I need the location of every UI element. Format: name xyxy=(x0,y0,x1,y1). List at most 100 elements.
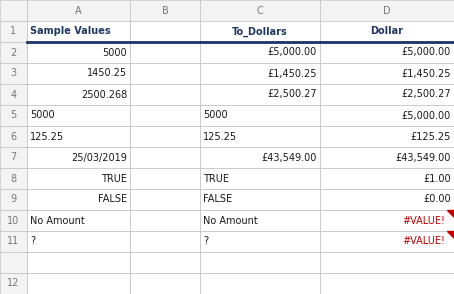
Bar xyxy=(320,63,454,84)
Bar xyxy=(200,42,320,63)
Text: TRUE: TRUE xyxy=(203,173,229,183)
Text: No Amount: No Amount xyxy=(30,216,85,225)
Bar xyxy=(0,0,27,21)
Bar xyxy=(0,147,27,168)
Text: £125.25: £125.25 xyxy=(410,131,451,141)
Text: £43,549.00: £43,549.00 xyxy=(262,153,317,163)
Text: £5,000.00: £5,000.00 xyxy=(402,111,451,121)
Text: FALSE: FALSE xyxy=(98,195,127,205)
Text: #VALUE!: #VALUE! xyxy=(402,236,445,246)
Text: No Amount: No Amount xyxy=(203,216,258,225)
Text: Dollar: Dollar xyxy=(370,26,404,36)
Bar xyxy=(320,231,454,252)
Text: 5000: 5000 xyxy=(30,111,54,121)
Bar xyxy=(130,105,200,126)
Text: 7: 7 xyxy=(10,153,17,163)
Bar xyxy=(320,147,454,168)
Bar xyxy=(200,147,320,168)
Text: C: C xyxy=(257,6,263,16)
Bar xyxy=(200,126,320,147)
Text: 5: 5 xyxy=(10,111,17,121)
Bar xyxy=(130,21,200,42)
Text: 12: 12 xyxy=(7,278,20,288)
Bar xyxy=(130,147,200,168)
Text: 11: 11 xyxy=(7,236,20,246)
Polygon shape xyxy=(447,210,454,217)
Bar xyxy=(0,42,27,63)
Bar xyxy=(27,42,130,63)
Bar xyxy=(0,273,27,294)
Bar xyxy=(320,21,454,42)
Bar xyxy=(130,42,200,63)
Bar xyxy=(320,0,454,21)
Bar xyxy=(27,231,130,252)
Bar xyxy=(320,105,454,126)
Text: 1450.25: 1450.25 xyxy=(87,69,127,78)
Bar xyxy=(200,84,320,105)
Bar xyxy=(320,252,454,273)
Text: 10: 10 xyxy=(7,216,20,225)
Bar xyxy=(130,231,200,252)
Bar xyxy=(200,63,320,84)
Bar xyxy=(27,252,130,273)
Bar xyxy=(27,168,130,189)
Bar xyxy=(0,210,27,231)
Text: 25/03/2019: 25/03/2019 xyxy=(71,153,127,163)
Bar xyxy=(200,105,320,126)
Bar xyxy=(27,147,130,168)
Bar xyxy=(0,63,27,84)
Bar xyxy=(0,168,27,189)
Text: 1: 1 xyxy=(10,26,16,36)
Bar xyxy=(130,273,200,294)
Text: £5,000.00: £5,000.00 xyxy=(268,48,317,58)
Text: Sample Values: Sample Values xyxy=(30,26,111,36)
Text: £43,549.00: £43,549.00 xyxy=(395,153,451,163)
Bar xyxy=(0,231,27,252)
Text: 6: 6 xyxy=(10,131,16,141)
Bar xyxy=(320,126,454,147)
Bar xyxy=(130,84,200,105)
Bar xyxy=(0,189,27,210)
Bar xyxy=(320,168,454,189)
Text: £5,000.00: £5,000.00 xyxy=(402,48,451,58)
Bar xyxy=(200,231,320,252)
Text: #VALUE!: #VALUE! xyxy=(402,216,445,225)
Bar xyxy=(130,168,200,189)
Text: £1,450.25: £1,450.25 xyxy=(267,69,317,78)
Text: 5000: 5000 xyxy=(203,111,227,121)
Text: To_Dollars: To_Dollars xyxy=(232,26,288,37)
Bar xyxy=(130,126,200,147)
Bar xyxy=(320,189,454,210)
Bar xyxy=(200,189,320,210)
Text: 9: 9 xyxy=(10,195,16,205)
Bar xyxy=(27,189,130,210)
Bar xyxy=(27,21,130,42)
Bar xyxy=(0,84,27,105)
Text: £1.00: £1.00 xyxy=(424,173,451,183)
Bar xyxy=(320,42,454,63)
Text: D: D xyxy=(383,6,391,16)
Bar xyxy=(0,21,27,42)
Bar xyxy=(27,126,130,147)
Bar xyxy=(0,126,27,147)
Text: ?: ? xyxy=(30,236,35,246)
Bar xyxy=(0,252,27,273)
Text: 8: 8 xyxy=(10,173,16,183)
Text: ?: ? xyxy=(203,236,208,246)
Bar xyxy=(200,168,320,189)
Text: 5000: 5000 xyxy=(102,48,127,58)
Text: 4: 4 xyxy=(10,89,16,99)
Text: £1,450.25: £1,450.25 xyxy=(401,69,451,78)
Bar xyxy=(27,210,130,231)
Text: 125.25: 125.25 xyxy=(203,131,237,141)
Bar xyxy=(130,210,200,231)
Text: £0.00: £0.00 xyxy=(424,195,451,205)
Text: TRUE: TRUE xyxy=(101,173,127,183)
Bar xyxy=(27,273,130,294)
Text: B: B xyxy=(162,6,168,16)
Bar xyxy=(200,210,320,231)
Bar xyxy=(200,273,320,294)
Text: £2,500.27: £2,500.27 xyxy=(267,89,317,99)
Bar xyxy=(320,84,454,105)
Text: 3: 3 xyxy=(10,69,16,78)
